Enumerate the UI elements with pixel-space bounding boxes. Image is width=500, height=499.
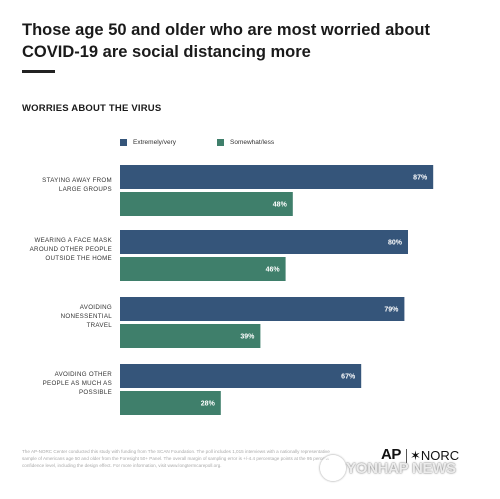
bar-value-label: 46%: [266, 267, 281, 274]
bar-value-label: 67%: [341, 374, 356, 381]
category-label: STAYING AWAY FROM LARGE GROUPS: [22, 176, 112, 194]
category-label-line: POSSIBLE: [78, 389, 112, 396]
category-label-line: TRAVEL: [86, 322, 112, 329]
watermark: YONHAP NEWS: [346, 460, 456, 477]
legend-item-extremely-very: Extremely/very: [120, 139, 176, 146]
ap-logo: AP: [381, 446, 401, 463]
bar-value-label: 28%: [201, 401, 216, 408]
legend-swatch-somewhat-less: [217, 139, 224, 146]
category-label-line: WEARING A FACE MASK: [34, 237, 112, 244]
bar-somewhat-less-0: [120, 192, 293, 216]
bar-extremely-very-0: [120, 165, 434, 189]
bar-value-label: 48%: [273, 202, 288, 209]
category-label-line: AROUND OTHER PEOPLE: [29, 246, 112, 253]
bar-somewhat-less-1: [120, 257, 286, 281]
bar-value-label: 39%: [240, 334, 255, 341]
legend-swatch-extremely-very: [120, 139, 127, 146]
chart-subtitle: WORRIES ABOUT THE VIRUS: [22, 103, 162, 114]
category-label: AVOIDING OTHER PEOPLE AS MUCH AS POSSIBLE: [22, 370, 112, 397]
logo-separator: [406, 449, 407, 463]
category-label-line: LARGE GROUPS: [58, 185, 112, 193]
category-label-line: PEOPLE AS MUCH AS: [42, 380, 112, 387]
bar-value-label: 87%: [413, 175, 428, 182]
norc-logo: ✶NORC: [410, 448, 460, 463]
title-underline: [22, 70, 55, 73]
category-label: WEARING A FACE MASK AROUND OTHER PEOPLE OU…: [22, 236, 112, 263]
bar-extremely-very-2: [120, 297, 405, 321]
category-label-line: NONESSENTIAL: [60, 313, 112, 320]
category-label-line: OUTSIDE THE HOME: [45, 255, 112, 262]
bar-value-label: 79%: [384, 307, 399, 314]
bar-somewhat-less-3: [120, 391, 221, 415]
legend-item-somewhat-less: Somewhat/less: [217, 139, 274, 146]
category-label: AVOIDING NONESSENTIAL TRAVEL: [22, 303, 112, 330]
bar-value-label: 80%: [388, 240, 403, 247]
bar-extremely-very-1: [120, 230, 408, 254]
legend-label-extremely-very: Extremely/very: [133, 139, 176, 146]
bar-somewhat-less-2: [120, 324, 261, 348]
bar-extremely-very-3: [120, 364, 362, 388]
category-label-line: STAYING AWAY FROM: [42, 176, 112, 184]
category-label-line: AVOIDING OTHER: [54, 371, 112, 378]
legend-label-somewhat-less: Somewhat/less: [230, 139, 275, 146]
chart-title: Those age 50 and older who are most worr…: [22, 21, 430, 61]
watermark-circle-icon: [320, 455, 346, 481]
footnote: The AP-NORC Center conducted this study …: [22, 449, 330, 468]
category-label-line: AVOIDING: [79, 304, 112, 311]
